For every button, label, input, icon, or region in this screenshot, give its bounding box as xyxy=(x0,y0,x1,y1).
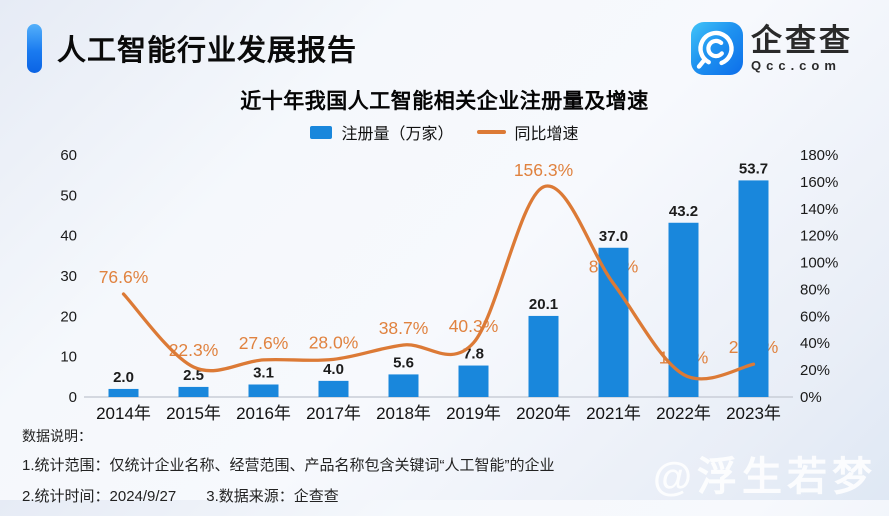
bar-value-label: 2.5 xyxy=(183,367,204,384)
qcc-domain: Qcc.com xyxy=(751,58,841,73)
legend-line-label: 同比增速 xyxy=(514,126,579,143)
title-accent-bar xyxy=(27,24,42,73)
growth-value-label: 22.3% xyxy=(169,340,219,360)
y-axis-left-tick: 0 xyxy=(69,389,77,406)
x-axis-label: 2015年 xyxy=(166,404,221,423)
y-axis-right-tick: 140% xyxy=(800,201,838,218)
x-axis-label: 2018年 xyxy=(376,404,431,423)
y-axis-right-tick: 180% xyxy=(800,147,838,164)
bar xyxy=(528,315,559,397)
bar-value-label: 53.7 xyxy=(739,160,768,177)
bar xyxy=(248,384,279,397)
bar-value-label: 37.0 xyxy=(599,228,628,245)
report-title: 人工智能行业发展报告 xyxy=(57,35,358,67)
bar-value-label: 3.1 xyxy=(253,364,274,381)
bar-value-label: 20.1 xyxy=(529,296,558,313)
watermark: @浮生若梦 xyxy=(652,455,877,499)
y-axis-right-tick: 80% xyxy=(800,281,830,298)
x-axis-label: 2021年 xyxy=(586,404,641,423)
growth-value-label: 38.7% xyxy=(379,318,429,338)
bar xyxy=(598,247,629,397)
bar xyxy=(318,380,349,397)
x-axis-label: 2019年 xyxy=(446,404,501,423)
chart-svg: 0 10 20 30 40 50 60 0% 20% 40% 60% 80% 100% 120% 140% 1… xyxy=(60,147,838,423)
bar-value-label: 43.2 xyxy=(669,203,698,220)
footer-note-time-source: 2.统计时间：2024/9/27 3.数据来源：企查查 xyxy=(22,485,555,506)
growth-value-label: 28.0% xyxy=(309,332,359,352)
x-axis-label: 2016年 xyxy=(236,404,291,423)
footer-note-scope: 1.统计范围：仅统计企业名称、经营范围、产品名称包含关键词“人工智能”的企业 xyxy=(22,457,555,474)
y-axis-right-tick: 20% xyxy=(800,362,830,379)
growth-value-label: 27.6% xyxy=(239,333,289,353)
bar-value-label: 2.0 xyxy=(113,369,134,386)
chart-title: 近十年我国人工智能相关企业注册量及增速 xyxy=(240,90,649,113)
y-axis-left-tick: 50 xyxy=(60,187,77,204)
x-axis-label: 2014年 xyxy=(96,404,151,423)
x-axis-label: 2023年 xyxy=(726,404,781,423)
footer-note-time: 2.统计时间：2024/9/27 xyxy=(22,488,177,505)
bar-value-label: 5.6 xyxy=(393,354,414,371)
y-axis-left-tick: 30 xyxy=(60,268,77,285)
growth-line xyxy=(121,184,756,381)
y-axis-left-tick: 10 xyxy=(60,349,77,366)
bar xyxy=(178,386,209,397)
y-axis-right-tick: 40% xyxy=(800,335,830,352)
chart-legend: 注册量（万家） 同比增速 xyxy=(0,122,889,143)
x-axis-label: 2022年 xyxy=(656,404,711,423)
growth-value-label: 40.3% xyxy=(449,316,499,336)
y-axis-left-tick: 20 xyxy=(60,308,77,325)
y-axis-right-tick: 120% xyxy=(800,228,838,245)
y-axis-right-tick: 160% xyxy=(800,174,838,191)
qcc-logo-icon xyxy=(691,22,743,75)
magnifier-spiral-icon xyxy=(696,30,734,69)
y-axis-right-tick: 0% xyxy=(800,389,822,406)
qcc-logo: 企查查 Qcc.com xyxy=(691,22,853,75)
footer-heading: 数据说明： xyxy=(22,428,92,444)
growth-value-label: 76.6% xyxy=(99,267,149,287)
growth-value-label: 156.3% xyxy=(514,160,573,180)
legend-line-swatch xyxy=(476,130,506,134)
x-axis-label: 2017年 xyxy=(306,404,361,423)
page: 人工智能行业发展报告 企查查 Qcc.com 近十年我国人工智能相关企业注册量及… xyxy=(0,22,889,505)
bar xyxy=(668,222,699,397)
bar xyxy=(108,388,139,397)
qcc-brand-name: 企查查 xyxy=(751,23,853,58)
legend-bar-swatch xyxy=(310,125,333,139)
footer-notes: 数据说明： 1.统计范围：仅统计企业名称、经营范围、产品名称包含关键词“人工智能… xyxy=(22,426,555,516)
bar-value-label: 4.0 xyxy=(323,361,344,378)
y-axis-left-tick: 60 xyxy=(60,147,77,164)
y-axis-left-tick: 40 xyxy=(60,228,77,245)
bar xyxy=(738,180,769,397)
legend-bar-label: 注册量（万家） xyxy=(341,126,454,143)
y-axis-right-tick: 100% xyxy=(800,255,838,272)
qcc-logo-text: 企查查 Qcc.com xyxy=(751,24,853,73)
y-axis-right-tick: 60% xyxy=(800,308,830,325)
footer-note-source: 3.数据来源：企查查 xyxy=(206,488,339,505)
x-axis-label: 2020年 xyxy=(516,404,571,423)
bar xyxy=(388,374,419,397)
bar xyxy=(458,365,489,397)
